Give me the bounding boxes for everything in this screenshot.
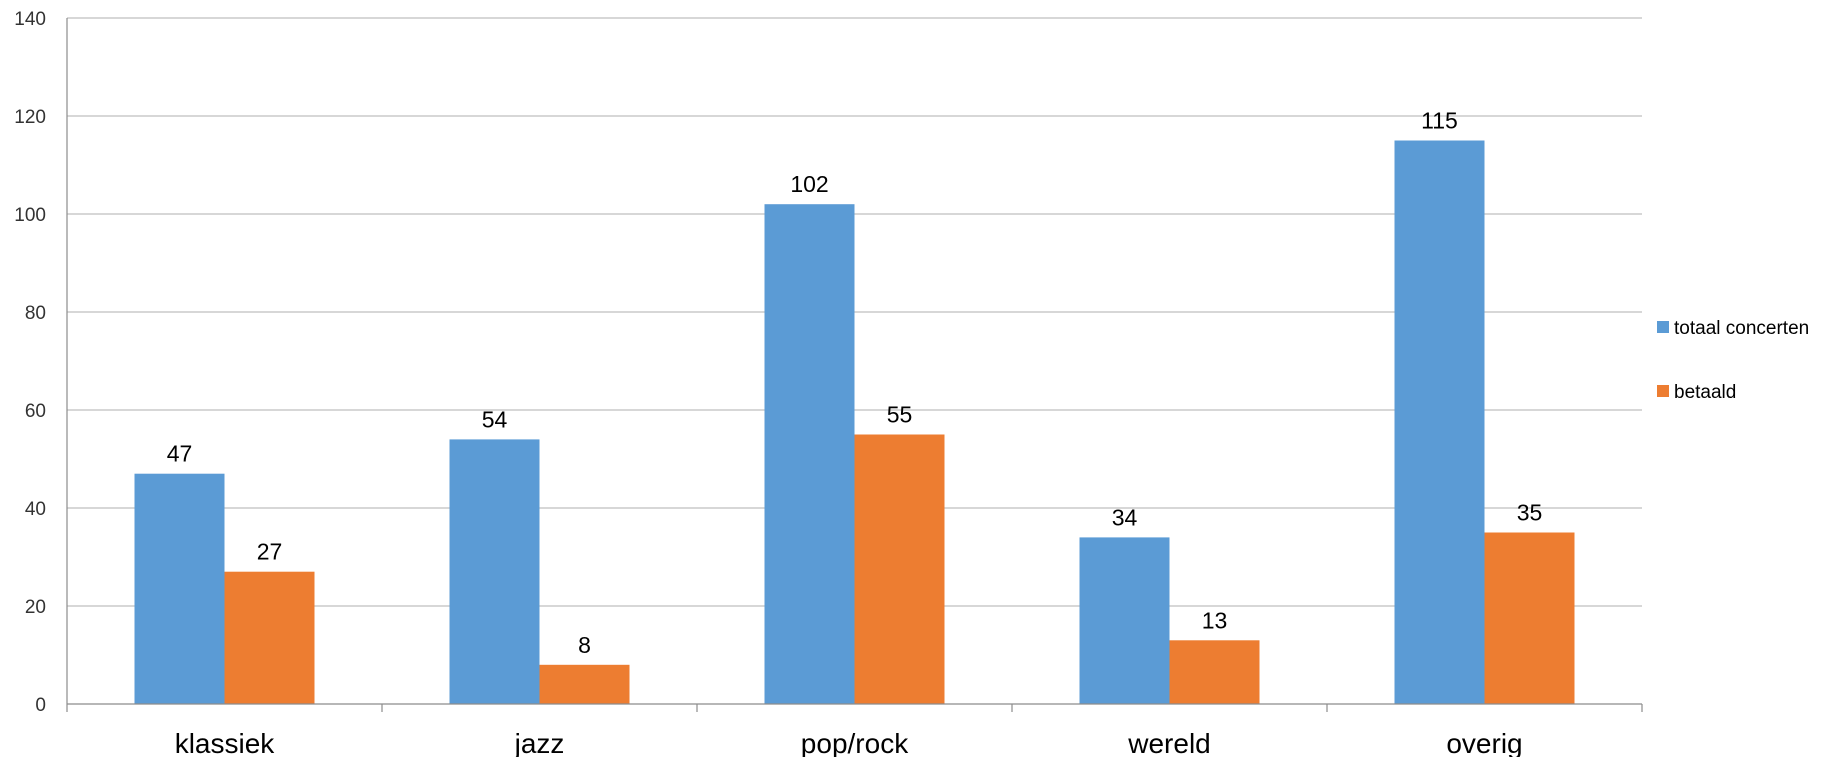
- y-tick-label-80: 80: [25, 303, 46, 324]
- y-tick-label-100: 100: [14, 205, 46, 226]
- data-label: 115: [1421, 108, 1458, 134]
- data-label: 55: [887, 402, 913, 428]
- y-tick-label-40: 40: [25, 499, 46, 520]
- y-tick-label-0: 0: [35, 695, 46, 716]
- data-labels: 47 27 54 8 102 55 34 13 115 35: [167, 108, 1543, 658]
- bar-wereld-betaald: [1169, 640, 1260, 704]
- data-label: 102: [790, 171, 828, 197]
- data-label: 27: [257, 539, 283, 565]
- x-tick-label-pop-rock: pop/rock: [801, 728, 909, 757]
- bar-jazz-totaal-concerten: [449, 439, 540, 704]
- y-tick-label-140: 140: [14, 9, 46, 30]
- bar-klassiek-betaald: [224, 571, 315, 704]
- bar-klassiek-totaal-concerten: [134, 473, 225, 704]
- bar-jazz-betaald: [539, 664, 630, 704]
- y-axis-ticks: 0 20 40 60 80 100 120 140: [14, 9, 46, 716]
- legend: totaal concerten betaald: [1657, 318, 1809, 403]
- y-tick-label-120: 120: [14, 107, 46, 128]
- legend-label-totaal-concerten: totaal concerten: [1674, 318, 1809, 339]
- x-tick-label-wereld: wereld: [1127, 728, 1210, 757]
- bars: [134, 140, 1575, 704]
- x-tick-label-jazz: jazz: [514, 728, 565, 757]
- data-label: 34: [1112, 504, 1138, 530]
- x-tick-label-klassiek: klassiek: [175, 728, 276, 757]
- y-tick-label-60: 60: [25, 401, 46, 422]
- data-label: 47: [167, 441, 193, 467]
- bar-pop-rock-totaal-concerten: [764, 204, 855, 704]
- x-axis-ticks: klassiek jazz pop/rock wereld overig: [175, 728, 1523, 757]
- bar-wereld-totaal-concerten: [1079, 537, 1170, 704]
- legend-swatch-betaald: [1657, 385, 1669, 397]
- data-label: 54: [482, 406, 508, 432]
- bar-overig-totaal-concerten: [1394, 140, 1485, 704]
- legend-label-betaald: betaald: [1674, 382, 1736, 403]
- legend-swatch-totaal-concerten: [1657, 321, 1669, 333]
- data-label: 35: [1517, 500, 1543, 526]
- axes: [66, 18, 1643, 712]
- bar-overig-betaald: [1484, 532, 1575, 704]
- data-label: 13: [1202, 607, 1228, 633]
- data-label: 8: [578, 632, 591, 658]
- y-tick-label-20: 20: [25, 597, 46, 618]
- x-tick-label-overig: overig: [1446, 728, 1522, 757]
- bar-pop-rock-betaald: [854, 434, 945, 704]
